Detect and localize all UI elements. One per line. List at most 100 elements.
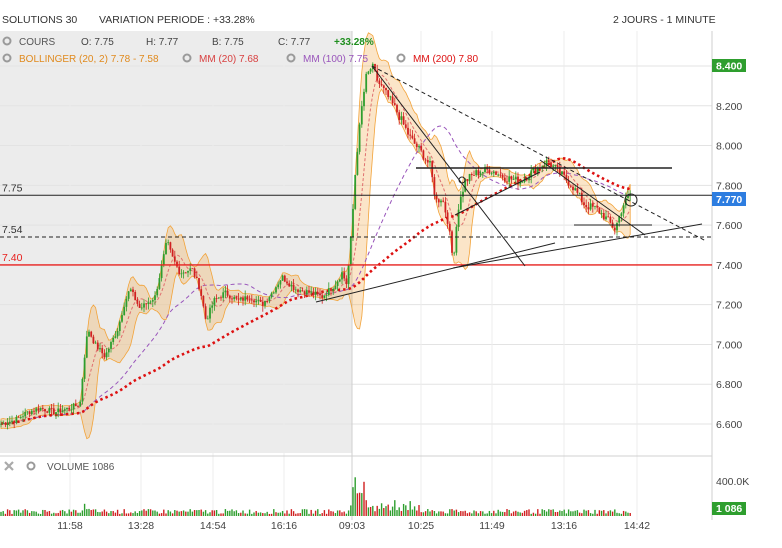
candle-body <box>182 272 185 274</box>
volume-bar <box>400 510 403 516</box>
volume-bar <box>620 513 623 516</box>
candle-body <box>114 336 117 338</box>
volume-bar <box>290 509 293 516</box>
volume-bar <box>391 506 394 516</box>
volume-bar <box>154 510 156 516</box>
volume-bar <box>90 510 92 516</box>
volume-bar <box>308 513 310 516</box>
candle-body <box>477 170 480 176</box>
candle-body <box>129 289 132 292</box>
volume-bar <box>427 509 429 516</box>
volume-bar <box>545 511 548 516</box>
candle-body <box>402 116 405 125</box>
volume-bar <box>200 509 202 516</box>
candle-body <box>332 289 335 291</box>
volume-bar <box>167 510 169 516</box>
volume-bar <box>59 510 62 516</box>
cours-settings-icon[interactable] <box>2 36 12 46</box>
level-label: 7.40 <box>2 252 23 264</box>
candle-body <box>19 417 22 418</box>
y-tick-label: 7.000 <box>716 339 742 351</box>
volume-bar <box>251 513 253 516</box>
candle-body <box>22 416 24 418</box>
candle-body <box>151 300 154 302</box>
volume-bar <box>286 510 288 516</box>
volume-bar <box>202 511 205 516</box>
y-tick-label: 8.200 <box>716 101 742 113</box>
candle-body <box>411 135 414 139</box>
volume-bar <box>6 509 9 516</box>
candle-body <box>180 273 183 275</box>
bollinger-settings-icon[interactable] <box>2 53 12 63</box>
candle-body <box>270 293 273 298</box>
candle-body <box>44 408 46 412</box>
candle-body <box>308 290 310 293</box>
candle-body <box>116 331 119 337</box>
volume-bar <box>336 510 339 516</box>
volume-bar <box>292 511 295 516</box>
candle-body <box>424 159 427 161</box>
volume-bar <box>75 510 77 516</box>
candle-body <box>420 146 423 151</box>
candle-body <box>387 90 390 97</box>
volume-bar <box>422 512 425 516</box>
price-levels: 7.75 7.54 7.40 <box>0 182 712 266</box>
volume-bar <box>607 511 609 516</box>
candle-body <box>378 80 381 85</box>
close-volume-icon[interactable] <box>4 461 14 471</box>
volume-bar <box>180 511 183 516</box>
mm20-settings-icon[interactable] <box>182 53 192 63</box>
candle-body <box>605 216 607 220</box>
volume-bar <box>187 511 189 516</box>
candle-body <box>165 243 167 255</box>
candle-body <box>475 170 478 176</box>
y-tick-label: 8.000 <box>716 141 742 153</box>
candle-body <box>72 403 75 410</box>
mm100-settings-icon[interactable] <box>286 53 296 63</box>
volume-bar <box>396 510 398 516</box>
volume-bar <box>453 510 455 516</box>
candle-body <box>530 170 533 178</box>
candle-body <box>110 341 112 349</box>
volume-bar <box>77 512 79 516</box>
volume-bar <box>143 509 145 516</box>
volume-bar <box>543 510 546 516</box>
period-selector[interactable]: 2 JOURS - 1 MINUTE <box>613 14 716 26</box>
volume-bar <box>493 510 495 516</box>
candle-body <box>101 348 104 354</box>
candle-body <box>468 174 471 182</box>
mm200-settings-icon[interactable] <box>396 53 406 63</box>
mm100-line <box>0 125 631 425</box>
volume-bar <box>521 512 524 516</box>
candle-body <box>99 348 101 350</box>
volume-bar <box>330 511 332 516</box>
candle-body <box>226 290 229 296</box>
volume-bar <box>442 511 444 516</box>
candle-body <box>138 303 141 308</box>
candle-body <box>189 268 192 271</box>
candle-body <box>380 84 383 86</box>
volume-bar <box>339 510 341 516</box>
candle-body <box>33 410 35 412</box>
volume-bar <box>523 510 526 516</box>
candle-body <box>55 412 57 415</box>
volume-bar <box>213 510 216 516</box>
candle-body <box>70 409 73 411</box>
volume-bar <box>420 512 422 516</box>
candle-body <box>266 301 269 302</box>
volume-bar <box>42 509 44 516</box>
y-tick-label: 6.800 <box>716 379 742 391</box>
volume-settings-icon[interactable] <box>26 461 36 471</box>
volume-bar <box>418 505 420 516</box>
volume-bar <box>178 511 180 516</box>
candle-body <box>35 408 38 412</box>
volume-bar <box>108 513 110 516</box>
volume-bar <box>387 504 389 516</box>
candle-body <box>209 307 211 319</box>
candle-body <box>569 185 572 187</box>
candle-body <box>294 289 297 291</box>
volume-bar <box>484 513 486 516</box>
volume-bar <box>303 509 306 516</box>
volume-bar <box>275 512 277 516</box>
volume-bar <box>310 509 312 516</box>
